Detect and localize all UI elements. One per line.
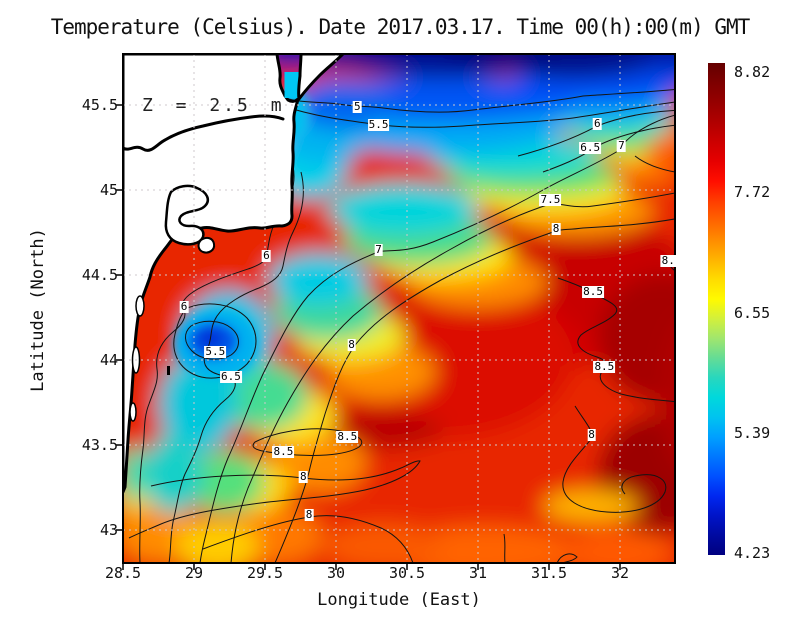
- y-axis-title: Latitude (North): [28, 228, 48, 392]
- danube-river-line: [123, 114, 285, 152]
- contour-line: [168, 171, 304, 563]
- plot-frame: [122, 53, 676, 564]
- lagoon-outline: [164, 184, 209, 246]
- tick-marks-layer: [116, 104, 621, 570]
- x-tick-label: 31: [468, 564, 488, 582]
- contour-line: [185, 320, 239, 360]
- spit-land: [297, 54, 345, 101]
- x-tick-label: 29: [184, 564, 204, 582]
- x-tick-label: 31.5: [530, 564, 568, 582]
- contour-label: 8: [299, 470, 308, 484]
- colorbar-tick-label: 5.39: [734, 423, 771, 442]
- contour-label: 8.: [660, 254, 676, 268]
- contour-line: [634, 155, 675, 173]
- y-tick-label: 45: [99, 181, 118, 199]
- x-tick-label: 32: [610, 564, 630, 582]
- contour-label: 6: [262, 249, 271, 263]
- contour-line: [202, 515, 414, 563]
- lagoon-outline: [197, 236, 216, 254]
- x-tick-label: 30: [326, 564, 346, 582]
- colorbar-tick-label: 4.23: [734, 544, 771, 563]
- contour-label: 8.5: [336, 429, 359, 443]
- contour-line: [279, 88, 675, 113]
- contour-label: 7: [374, 242, 383, 256]
- contour-line: [252, 428, 363, 457]
- contour-label: 8: [587, 427, 596, 441]
- grid-layer: [123, 54, 675, 563]
- y-tick-label: 45.5: [81, 96, 118, 114]
- x-axis-title: Longitude (East): [317, 590, 481, 610]
- colorbar-tick-label: 8.82: [734, 63, 771, 81]
- contour-label: 8.5: [593, 359, 616, 373]
- contour-label: 7: [617, 138, 626, 152]
- x-tick-label: 30.5: [388, 564, 426, 582]
- contour-label: 5.5: [204, 344, 227, 358]
- contour-line: [230, 192, 675, 563]
- contour-label: 8: [304, 507, 314, 521]
- contour-line: [274, 218, 675, 563]
- depth-label: Z = 2.5 m: [142, 95, 285, 116]
- contour-label: 8.5: [272, 444, 295, 458]
- y-tick-label: 44: [99, 351, 118, 369]
- colorbar: [708, 63, 725, 555]
- contour-line: [282, 101, 675, 128]
- contour-label: 8.5: [582, 285, 604, 298]
- coastal-lake: [135, 295, 145, 317]
- contour-label: 5: [352, 99, 362, 113]
- x-tick-label: 29.5: [246, 564, 284, 582]
- contour-label: 7.5: [539, 193, 562, 207]
- contour-label: 6.5: [579, 140, 602, 154]
- contour-label: 6.5: [219, 370, 242, 383]
- islet-mark: [167, 366, 170, 375]
- contour-label: 6: [592, 116, 602, 130]
- map-plot: [116, 53, 676, 570]
- contour-label: 5.5: [367, 118, 390, 132]
- contour-label: 8: [347, 337, 356, 351]
- coastal-bay: [284, 72, 300, 98]
- y-tick-label: 43: [99, 521, 118, 539]
- x-tick-label: 28.5: [104, 564, 142, 582]
- plot-title: Temperature (Celsius). Date 2017.03.17. …: [50, 15, 751, 39]
- y-tick-label: 43.5: [81, 436, 118, 454]
- colorbar-tick-label: 7.72: [734, 183, 771, 202]
- coastal-lake: [129, 402, 137, 422]
- contour-label: 6: [179, 300, 189, 314]
- y-tick-label: 44.5: [81, 266, 118, 284]
- contour-label: 8: [551, 222, 561, 236]
- colorbar-tick-label: 6.55: [734, 303, 771, 322]
- contour-line: [503, 533, 506, 563]
